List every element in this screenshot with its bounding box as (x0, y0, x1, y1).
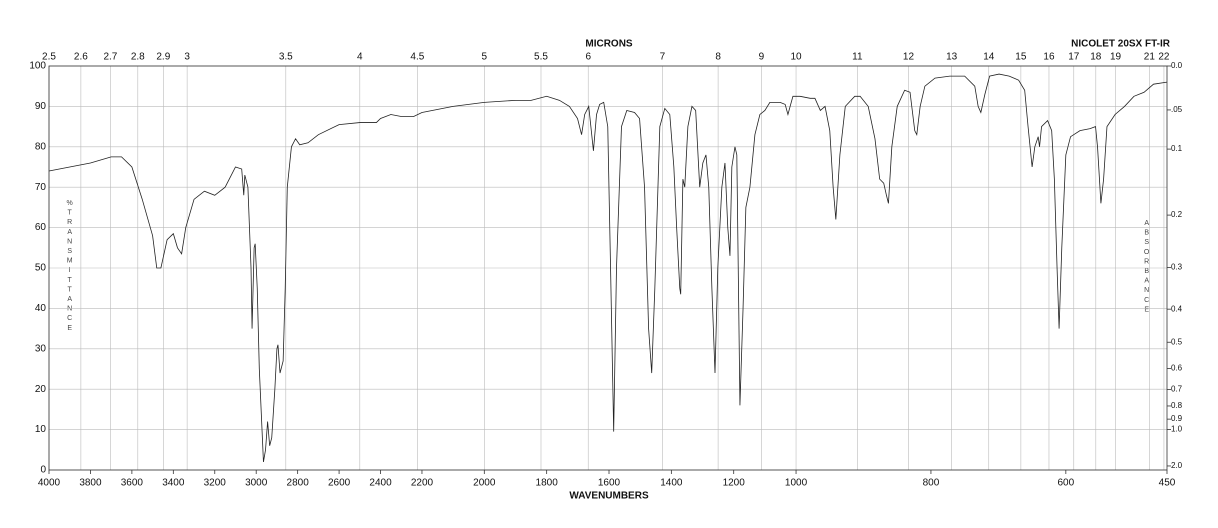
y-tick-label: 20 (35, 384, 47, 395)
x-tick-label: 1600 (598, 478, 621, 489)
y-tick-label: 0 (40, 465, 46, 476)
y2-tick-label: 0.2 (1171, 210, 1183, 219)
x-tick-label: 3200 (204, 478, 227, 489)
y-tick-label: 100 (29, 61, 46, 72)
top-tick-label: 5 (482, 52, 488, 63)
y-tick-label: 90 (35, 101, 47, 112)
x-tick-label: 1200 (723, 478, 746, 489)
y-tick-label: 40 (35, 303, 47, 314)
y2-tick-label: 0.4 (1171, 304, 1183, 313)
x-tick-label: 3400 (162, 478, 185, 489)
top-tick-label: 9 (759, 52, 765, 63)
y-tick-label: 10 (35, 424, 47, 435)
y-tick-label: 60 (35, 222, 47, 233)
y2-tick-label: .05 (1171, 105, 1183, 114)
x-tick-label: 2200 (411, 478, 434, 489)
top-tick-label: 6 (585, 52, 591, 63)
x-axis-title: WAVENUMBERS (569, 491, 649, 502)
x-tick-label: 3600 (121, 478, 144, 489)
top-tick-label: 4.5 (410, 52, 424, 63)
top-tick-label: 5.5 (534, 52, 548, 63)
top-tick-label: 2.8 (131, 52, 145, 63)
y2-tick-label: 0.0 (1171, 61, 1183, 70)
y2-tick-label: 0.3 (1171, 263, 1183, 272)
y-tick-label: 50 (35, 263, 47, 274)
top-tick-label: 22 (1158, 52, 1170, 63)
top-tick-label: 10 (790, 52, 802, 63)
x-tick-label: 3000 (245, 478, 268, 489)
top-tick-label: 13 (946, 52, 958, 63)
top-tick-label: 11 (852, 52, 863, 63)
top-tick-label: 2.6 (74, 52, 88, 63)
y2-tick-label: 0.7 (1171, 385, 1183, 394)
top-tick-label: 2.7 (103, 52, 117, 63)
x-tick-label: 2800 (287, 478, 310, 489)
y2-tick-label: 0.9 (1171, 414, 1183, 423)
y-tick-label: 80 (35, 141, 47, 152)
top-tick-label: 2.5 (42, 52, 56, 63)
x-tick-label: 1800 (536, 478, 559, 489)
top-tick-label: 3.5 (279, 52, 293, 63)
chart-title: NICOLET 20SX FT-IR (1071, 39, 1171, 50)
top-tick-label: 21 (1144, 52, 1156, 63)
x-tick-label: 450 (1159, 478, 1176, 489)
x-tick-label: 3800 (79, 478, 102, 489)
y-tick-label: 30 (35, 343, 47, 354)
top-tick-label: 15 (1015, 52, 1027, 63)
top-tick-label: 14 (983, 52, 995, 63)
top-axis-title: MICRONS (585, 39, 633, 50)
x-tick-label: 2000 (473, 478, 496, 489)
y-tick-label: 70 (35, 182, 47, 193)
top-tick-label: 19 (1110, 52, 1122, 63)
x-tick-label: 2600 (328, 478, 351, 489)
y2-tick-label: 0.5 (1171, 337, 1183, 346)
x-tick-label: 600 (1057, 478, 1074, 489)
y2-tick-label: 0.1 (1171, 144, 1183, 153)
y2-tick-label: 2.0 (1171, 461, 1183, 470)
y2-tick-label: 0.8 (1171, 401, 1183, 410)
top-tick-label: 12 (903, 52, 915, 63)
top-tick-label: 3 (184, 52, 190, 63)
x-tick-label: 1400 (660, 478, 683, 489)
x-tick-label: 800 (923, 478, 940, 489)
y2-tick-label: 0.6 (1171, 364, 1183, 373)
top-tick-label: 4 (357, 52, 363, 63)
top-tick-label: 16 (1043, 52, 1055, 63)
plot-frame (48, 65, 1168, 471)
y-axis-title: %TRANSMITTANCE (66, 200, 73, 334)
top-tick-label: 7 (660, 52, 666, 63)
x-tick-label: 2400 (369, 478, 392, 489)
x-tick-label: 4000 (38, 478, 61, 489)
top-tick-label: 18 (1090, 52, 1102, 63)
x-tick-label: 1000 (785, 478, 808, 489)
y2-tick-label: 1.0 (1171, 425, 1183, 434)
top-tick-label: 2.9 (156, 52, 170, 63)
top-tick-label: 17 (1068, 52, 1080, 63)
top-tick-label: 8 (715, 52, 721, 63)
spectrum-line (48, 73, 1168, 462)
